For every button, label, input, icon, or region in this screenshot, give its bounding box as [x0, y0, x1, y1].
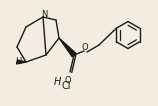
Text: O: O [82, 43, 88, 52]
Text: N: N [41, 10, 47, 19]
Text: H: H [15, 56, 21, 66]
Text: O: O [65, 76, 71, 85]
Polygon shape [59, 38, 76, 57]
Text: H: H [53, 77, 61, 87]
Text: Cl: Cl [61, 81, 71, 91]
Polygon shape [16, 60, 26, 64]
